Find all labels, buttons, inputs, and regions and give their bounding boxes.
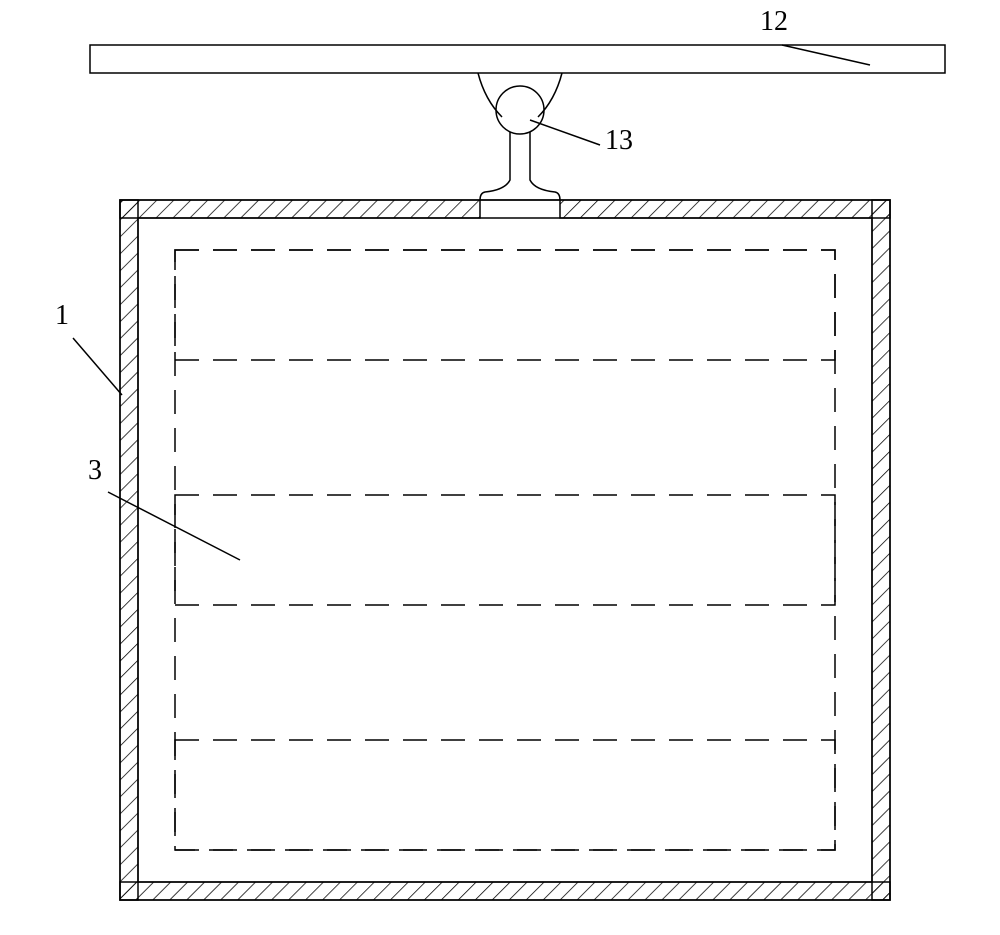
- label-12: 12: [760, 6, 788, 38]
- label-13: 13: [605, 125, 633, 157]
- joint-ball: [496, 86, 544, 134]
- box-inner: [138, 218, 872, 882]
- label-3: 3: [88, 455, 102, 487]
- box-wall-top-right: [560, 200, 890, 218]
- inner-row-3: [175, 740, 835, 850]
- label-1: 1: [55, 300, 69, 332]
- box-wall-bottom: [120, 882, 890, 900]
- leader-13: [530, 120, 600, 145]
- inner-row-1: [175, 250, 835, 360]
- box-wall-left: [120, 200, 138, 900]
- leader-1: [73, 338, 122, 395]
- joint-cup-left: [478, 73, 502, 117]
- box-wall-top-left: [120, 200, 480, 218]
- joint-stem: [480, 132, 560, 200]
- box-outer: [120, 200, 890, 900]
- technical-diagram: 12 13 1 3: [0, 0, 1000, 930]
- diagram-svg: [0, 0, 1000, 930]
- box-wall-right: [872, 200, 890, 900]
- leader-12: [782, 45, 870, 65]
- joint-cup-right: [538, 73, 562, 117]
- inner-dashed-outline: [175, 250, 835, 850]
- inner-row-2: [175, 495, 835, 605]
- top-plate: [90, 45, 945, 73]
